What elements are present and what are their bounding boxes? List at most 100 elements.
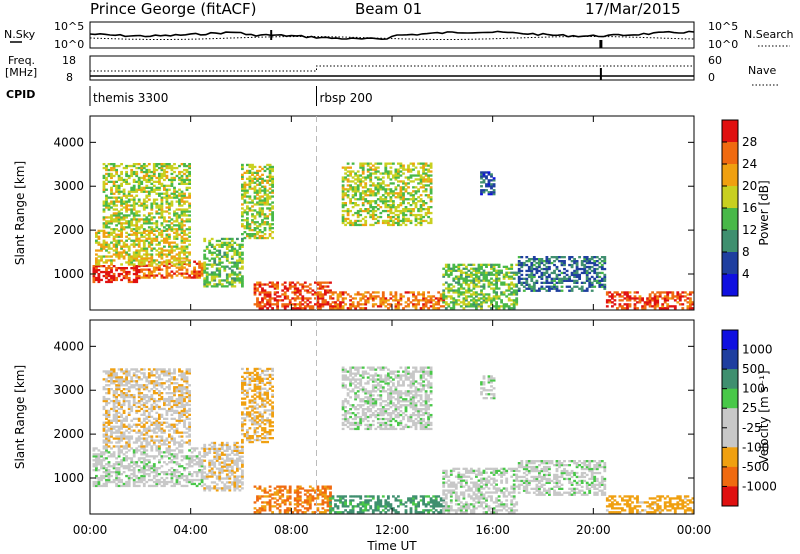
power-panel: 1000 2000 3000 4000 Slant Range [km] bbox=[13, 115, 695, 311]
date-title: 17/Mar/2015 bbox=[585, 0, 681, 18]
data-region bbox=[203, 441, 244, 492]
colorbar-swatch bbox=[722, 447, 738, 468]
power-cbar-label: Power [dB] bbox=[757, 180, 771, 245]
nsky-strip: N.Sky 10^5 10^0 10^5 10^0 N.Search bbox=[4, 20, 794, 51]
cpid-strip: CPID themis 3300 rbsp 200 bbox=[6, 86, 373, 106]
colorbar-tick: -1000 bbox=[742, 479, 777, 493]
colorbar-swatch bbox=[722, 427, 738, 448]
colorbar-tick: 100 bbox=[742, 382, 765, 396]
colorbar-swatch bbox=[722, 369, 738, 390]
x-tick-label: 00:00 bbox=[73, 523, 108, 537]
data-region bbox=[95, 229, 191, 266]
data-region bbox=[102, 368, 191, 448]
colorbar-tick: 28 bbox=[742, 135, 757, 149]
data-region bbox=[442, 467, 519, 514]
velocity-ylabel: Slant Range [km] bbox=[13, 365, 27, 469]
data-region bbox=[203, 237, 244, 288]
x-axis-label: Time UT bbox=[366, 539, 417, 553]
colorbar-swatch bbox=[722, 164, 738, 187]
nsky-tick-top: 10^5 bbox=[54, 20, 84, 33]
colorbar-swatch bbox=[722, 466, 738, 487]
nave-label: Nave bbox=[748, 64, 776, 77]
x-tick-label: 12:00 bbox=[375, 523, 410, 537]
nsky-tick-bottom: 10^0 bbox=[54, 38, 84, 51]
colorbar-tick: -25 bbox=[742, 421, 762, 435]
colorbar-tick: 24 bbox=[742, 157, 757, 171]
nsky-trace bbox=[89, 30, 695, 48]
beam-title: Beam 01 bbox=[355, 0, 422, 18]
colorbar-swatch bbox=[722, 408, 738, 429]
velocity-cbar-label: Velocity [m s⁻¹] bbox=[757, 370, 771, 463]
nsearch-tick-bottom: 10^0 bbox=[708, 38, 738, 51]
colorbar-tick: 1000 bbox=[742, 343, 773, 357]
colorbar-swatch bbox=[722, 230, 738, 253]
colorbar-swatch bbox=[722, 274, 738, 297]
data-region bbox=[480, 171, 496, 196]
colorbar-swatch bbox=[722, 208, 738, 231]
colorbar-swatch bbox=[722, 186, 738, 209]
cpid-segment-label: rbsp 200 bbox=[320, 91, 373, 105]
nave-tick-top: 60 bbox=[708, 54, 722, 67]
velocity-colorbar: 1000 500 100 25 -25 -100 -500 -1000 Velocity [m… bbox=[721, 329, 777, 507]
y-tick-label: 3000 bbox=[53, 179, 84, 193]
data-region bbox=[341, 366, 433, 431]
colorbar-swatch bbox=[722, 330, 738, 351]
data-region bbox=[253, 485, 332, 514]
y-tick-label: 2000 bbox=[53, 223, 84, 237]
colorbar-tick: 12 bbox=[742, 223, 757, 237]
x-tick-label: 04:00 bbox=[173, 523, 208, 537]
station-title: Prince George (fitACF) bbox=[90, 0, 256, 18]
nsearch-label: N.Search bbox=[744, 28, 794, 41]
colorbar-tick: 20 bbox=[742, 179, 757, 193]
data-region bbox=[517, 256, 607, 292]
nsearch-tick-top: 10^5 bbox=[708, 20, 738, 33]
y-tick-label: 4000 bbox=[53, 339, 84, 353]
data-region bbox=[329, 291, 446, 310]
colorbar-tick: 25 bbox=[742, 401, 757, 415]
x-tick-label: 20:00 bbox=[576, 523, 611, 537]
colorbar-tick: 8 bbox=[742, 245, 750, 259]
colorbar-tick: -100 bbox=[742, 440, 769, 454]
power-ylabel: Slant Range [km] bbox=[13, 161, 27, 265]
cpid-label: CPID bbox=[6, 88, 35, 101]
freq-strip: Freq. [MHz] 18 8 60 0 Nave bbox=[5, 54, 780, 86]
data-region bbox=[480, 375, 496, 400]
freq-tick-top: 18 bbox=[62, 54, 76, 67]
colorbar-swatch bbox=[722, 120, 738, 143]
nsky-label: N.Sky bbox=[4, 28, 36, 41]
freq-tick-bottom: 8 bbox=[66, 71, 73, 84]
colorbar-swatch bbox=[722, 388, 738, 409]
colorbar-swatch bbox=[722, 142, 738, 165]
data-region bbox=[442, 263, 519, 310]
data-region bbox=[605, 291, 695, 310]
y-tick-label: 4000 bbox=[53, 135, 84, 149]
data-region bbox=[241, 367, 274, 444]
cpid-segment-label: themis 3300 bbox=[93, 91, 168, 105]
x-tick-label: 00:00 bbox=[677, 523, 712, 537]
y-tick-label: 1000 bbox=[53, 267, 84, 281]
data-region bbox=[102, 163, 191, 231]
y-tick-label: 1000 bbox=[53, 471, 84, 485]
data-region bbox=[341, 162, 433, 227]
y-tick-label: 3000 bbox=[53, 383, 84, 397]
colorbar-swatch bbox=[722, 252, 738, 275]
velocity-panel: 1000 2000 3000 4000 Slant Range [km] bbox=[13, 319, 695, 515]
data-region bbox=[92, 447, 204, 488]
x-tick-label: 16:00 bbox=[475, 523, 510, 537]
data-region bbox=[517, 460, 607, 496]
nave-tick-bottom: 0 bbox=[708, 71, 715, 84]
y-tick-label: 2000 bbox=[53, 427, 84, 441]
freq-label-1: Freq. bbox=[8, 54, 35, 67]
x-tick-label: 08:00 bbox=[274, 523, 309, 537]
colorbar-tick: 4 bbox=[742, 267, 750, 281]
colorbar-tick: 500 bbox=[742, 362, 765, 376]
data-region bbox=[241, 163, 274, 240]
data-region bbox=[140, 260, 204, 279]
data-region bbox=[605, 495, 695, 514]
power-colorbar: 28 24 20 16 12 8 4 Power [dB] bbox=[721, 119, 771, 297]
colorbar-tick: 16 bbox=[742, 201, 757, 215]
colorbar-tick: -500 bbox=[742, 460, 769, 474]
colorbar-swatch bbox=[722, 349, 738, 370]
freq-label-2: [MHz] bbox=[5, 66, 37, 79]
